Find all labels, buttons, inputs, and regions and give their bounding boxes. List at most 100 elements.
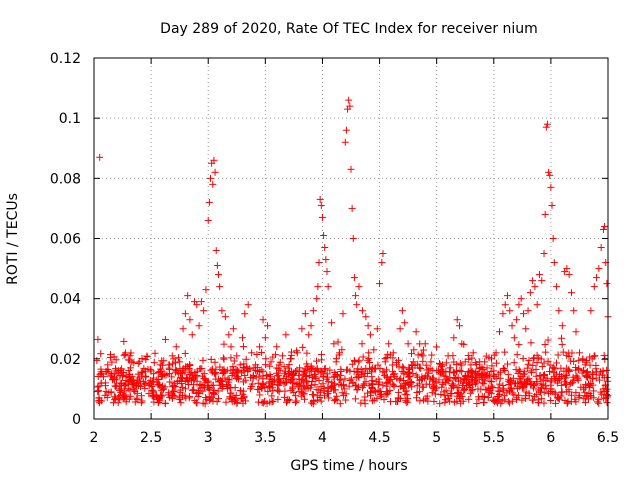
scatter-point [211,358,219,366]
scatter-point [258,349,266,357]
scatter-point [515,341,523,349]
scatter-point [465,355,473,363]
scatter-point [254,398,262,406]
data-point [546,171,554,179]
scatter-point [161,400,169,408]
scatter-point [161,383,169,391]
scatter-point [500,392,508,400]
scatter-point [233,398,241,406]
scatter-point [139,378,147,386]
scatter-point [228,372,236,380]
scatter-point [294,383,302,391]
data-point [330,340,338,348]
scatter-point [220,355,228,363]
scatter-point [367,388,375,396]
data-point [517,295,525,303]
data-point [282,331,290,339]
scatter-point [357,399,365,407]
scatter-point [438,361,446,369]
scatter-point [439,380,447,388]
scatter-point [144,365,152,373]
scatter-point [547,397,555,405]
scatter-point [368,397,376,405]
scatter-point [227,354,235,362]
y-tick-label: 0 [72,412,81,428]
axis-ticks [93,57,609,420]
scatter-point [331,395,339,403]
data-point [458,340,466,348]
data-point [565,271,573,279]
scatter-point [386,375,394,383]
scatter-point [567,391,575,399]
scatter-point [369,380,377,388]
scatter-point [482,386,490,394]
scatter-point [342,390,350,398]
scatter-point [313,365,321,373]
scatter-point [584,374,592,382]
data-point [321,244,329,252]
scatter-point [275,388,283,396]
scatter-point [504,397,512,405]
scatter-point [351,357,359,365]
scatter-point [295,371,303,379]
scatter-point [582,373,590,381]
scatter-point [596,376,604,384]
scatter-point [572,389,580,397]
scatter-point [332,355,340,363]
data-point [545,168,553,176]
scatter-point [358,340,366,348]
data-point [543,120,551,128]
scatter-point [461,386,469,394]
scatter-point [544,357,552,365]
scatter-point [558,388,566,396]
scatter-point [289,385,297,393]
scatter-point [514,391,522,399]
scatter-point [588,369,596,377]
scatter-point [585,383,593,391]
scatter-point [487,389,495,397]
scatter-point [101,391,109,399]
data-point [572,328,580,336]
scatter-point [299,371,307,379]
scatter-point [257,383,265,391]
data-point [212,247,220,255]
scatter-point [592,365,600,373]
scatter-point [392,397,400,405]
data-point [261,334,269,342]
scatter-point [145,390,153,398]
scatter-point [379,368,387,376]
scatter-point [510,391,518,399]
scatter-point [601,355,609,363]
scatter-point [189,386,197,394]
scatter-point [187,369,195,377]
scatter-point [457,390,465,398]
scatter-point [143,352,151,360]
scatter-point [422,372,430,380]
scatter-point [509,389,517,397]
data-point [364,322,372,330]
scatter-point [424,397,432,405]
scatter-point [172,367,180,375]
scatter-point [501,366,509,374]
scatter-point [227,395,235,403]
scatter-point [519,384,527,392]
data-point [349,235,357,242]
scatter-point [393,375,401,383]
scatter-point [532,365,540,373]
data-point [195,322,203,330]
x-tick-labels: 2 2.5 3 3.5 4 4.5 5 5.5 6 6.5 [90,430,620,446]
scatter-point [141,381,149,389]
scatter-point [450,369,458,377]
data-point [342,126,350,134]
scatter-point [537,384,545,392]
data-point [324,283,332,291]
scatter-point [528,396,536,404]
scatter-point [419,357,427,365]
scatter-point [269,353,277,361]
data-point [186,316,194,324]
data-point [563,265,571,273]
scatter-point [454,374,462,382]
scatter-point [293,366,301,374]
scatter-point [492,359,500,367]
scatter-point [379,381,387,389]
